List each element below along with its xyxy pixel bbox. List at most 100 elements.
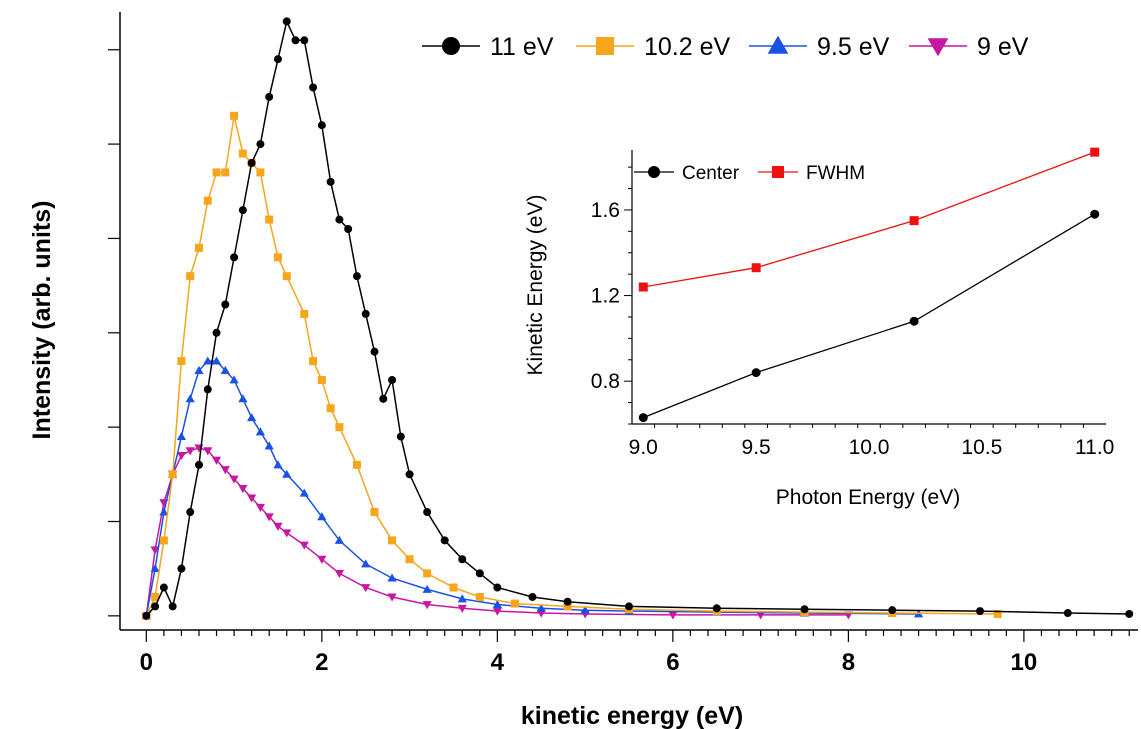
data-point bbox=[150, 546, 160, 555]
legend-marker bbox=[927, 38, 949, 57]
data-point bbox=[186, 272, 195, 281]
inset-series-line bbox=[643, 213, 1096, 419]
data-point bbox=[388, 375, 397, 384]
data-point bbox=[309, 357, 318, 366]
data-point bbox=[264, 513, 274, 522]
data-point bbox=[203, 196, 212, 205]
data-point bbox=[238, 394, 248, 403]
legend-label: 9 eV bbox=[977, 33, 1029, 61]
data-point bbox=[176, 452, 187, 461]
data-point bbox=[265, 92, 274, 101]
data-point bbox=[510, 599, 519, 608]
data-point bbox=[388, 536, 397, 545]
data-point bbox=[282, 272, 291, 281]
data-point bbox=[238, 485, 248, 494]
data-point bbox=[352, 272, 361, 281]
data-point bbox=[379, 394, 388, 403]
data-point bbox=[282, 17, 291, 26]
inset-legend-marker bbox=[648, 166, 660, 178]
data-point bbox=[264, 441, 274, 450]
data-point bbox=[194, 460, 203, 469]
inset-data-point bbox=[1090, 147, 1100, 157]
legend-label: 10.2 eV bbox=[644, 33, 731, 61]
data-point bbox=[361, 584, 371, 593]
data-point bbox=[159, 507, 169, 516]
data-point bbox=[150, 564, 160, 573]
inset-y-tick-label: 1.2 bbox=[591, 285, 620, 308]
data-point bbox=[344, 225, 353, 234]
data-point bbox=[800, 605, 809, 614]
inset-data-point bbox=[751, 368, 761, 378]
legend-marker bbox=[596, 37, 614, 55]
series-line bbox=[145, 115, 998, 617]
x-tick-label: 0 bbox=[140, 649, 153, 676]
data-point bbox=[255, 427, 266, 436]
inset-data-point bbox=[1090, 209, 1100, 219]
data-point bbox=[423, 508, 432, 517]
legend-item: 9 eV bbox=[909, 33, 1029, 61]
data-point bbox=[492, 599, 502, 608]
data-point bbox=[212, 328, 221, 337]
data-point bbox=[352, 460, 361, 469]
data-point bbox=[238, 206, 247, 215]
data-point bbox=[177, 357, 186, 366]
x-axis-title: kinetic energy (eV) bbox=[521, 702, 743, 729]
data-point bbox=[247, 413, 257, 422]
inset-background bbox=[632, 150, 1106, 424]
inset-x-tick-label: 10.5 bbox=[961, 436, 1002, 459]
data-point bbox=[317, 512, 327, 521]
y-axis-title: Intensity (arb. units) bbox=[28, 201, 56, 440]
data-point bbox=[536, 603, 546, 612]
data-point bbox=[185, 394, 195, 403]
data-point bbox=[300, 36, 309, 45]
data-point bbox=[317, 121, 326, 130]
data-point bbox=[142, 611, 151, 620]
data-point bbox=[1125, 609, 1134, 618]
data-point bbox=[563, 597, 572, 606]
data-point bbox=[361, 559, 371, 568]
data-point bbox=[387, 573, 397, 582]
data-point bbox=[273, 55, 282, 64]
data-point bbox=[229, 375, 239, 384]
data-point bbox=[221, 168, 230, 177]
data-point bbox=[220, 365, 230, 374]
inset-series-fwhm bbox=[638, 147, 1100, 292]
x-tick-label: 10 bbox=[1011, 649, 1038, 676]
legend-marker bbox=[767, 35, 789, 54]
data-point bbox=[230, 111, 239, 120]
inset-data-point bbox=[638, 413, 648, 423]
data-point bbox=[334, 535, 344, 544]
data-point bbox=[168, 470, 177, 479]
series-11-eV bbox=[142, 17, 1134, 620]
data-point bbox=[457, 604, 467, 613]
data-point bbox=[668, 611, 678, 620]
inset-data-point bbox=[909, 216, 919, 226]
data-point bbox=[370, 347, 379, 356]
data-point bbox=[151, 592, 160, 601]
data-point bbox=[976, 607, 985, 616]
inset-legend-item: Center bbox=[634, 163, 740, 184]
data-point bbox=[756, 611, 766, 620]
legend-item: 10.2 eV bbox=[576, 33, 731, 61]
data-point bbox=[282, 469, 292, 478]
inset-legend-item: FWHM bbox=[758, 163, 865, 184]
inset-data-point bbox=[909, 316, 919, 326]
data-point bbox=[1063, 609, 1072, 618]
inset-legend-marker bbox=[772, 166, 784, 178]
data-point bbox=[194, 243, 203, 252]
data-point bbox=[255, 503, 266, 512]
inset-x-tick-label: 11.0 bbox=[1075, 436, 1114, 459]
data-point bbox=[291, 36, 300, 45]
data-point bbox=[493, 583, 502, 592]
data-point bbox=[186, 508, 195, 517]
inset-legend: Center FWHM bbox=[634, 163, 865, 184]
data-point bbox=[211, 356, 222, 365]
data-point bbox=[475, 592, 484, 601]
legend-item: 11 eV bbox=[422, 33, 554, 61]
data-point bbox=[387, 593, 397, 602]
data-point bbox=[299, 541, 309, 550]
data-point bbox=[335, 215, 344, 224]
data-point bbox=[440, 536, 449, 545]
data-point bbox=[229, 475, 239, 484]
data-point bbox=[326, 404, 335, 413]
